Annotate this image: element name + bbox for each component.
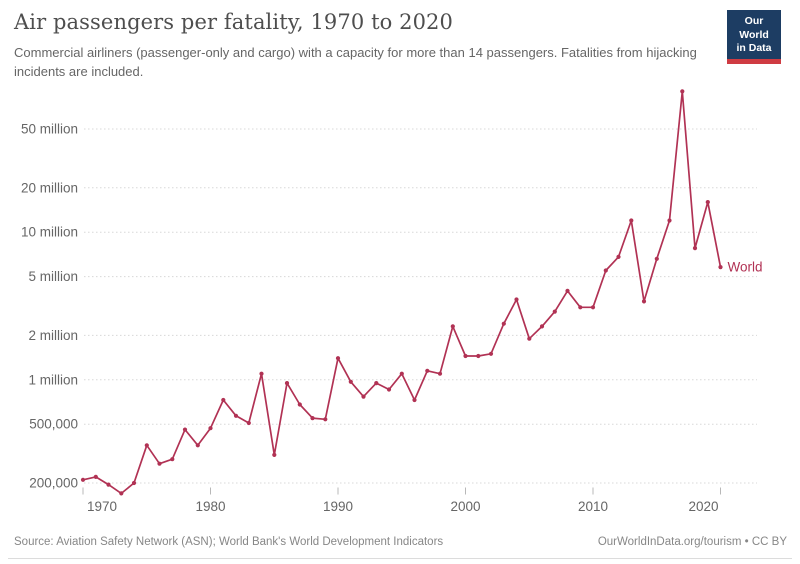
- data-point-marker[interactable]: [692, 246, 698, 251]
- data-point-marker[interactable]: [272, 452, 277, 457]
- data-point-marker[interactable]: [463, 353, 468, 359]
- y-axis-tick-label: 20 million: [21, 180, 78, 195]
- data-point-marker[interactable]: [654, 256, 659, 261]
- data-point-marker[interactable]: [323, 417, 328, 422]
- data-point-marker[interactable]: [208, 426, 213, 431]
- data-point-marker[interactable]: [348, 379, 353, 384]
- data-point-marker[interactable]: [476, 353, 481, 359]
- data-point-marker[interactable]: [386, 387, 392, 392]
- y-axis-tick-label: 10 million: [21, 225, 78, 240]
- data-point-marker[interactable]: [131, 480, 137, 486]
- owid-logo[interactable]: Our World in Data: [727, 10, 781, 64]
- data-point-marker[interactable]: [182, 427, 188, 432]
- chart-footer: Source: Aviation Safety Network (ASN); W…: [14, 536, 787, 548]
- data-point-marker[interactable]: [233, 413, 239, 418]
- license-link[interactable]: OurWorldInData.org/tourism • CC BY: [597, 536, 787, 548]
- data-point-marker[interactable]: [170, 457, 175, 462]
- data-point-marker[interactable]: [106, 482, 111, 487]
- data-point-marker[interactable]: [221, 397, 226, 403]
- data-point-marker[interactable]: [399, 371, 404, 376]
- data-point-marker[interactable]: [425, 368, 430, 373]
- chart-title: Air passengers per fatality, 1970 to 202…: [14, 10, 453, 34]
- data-point-marker[interactable]: [284, 381, 290, 386]
- data-point-marker[interactable]: [310, 416, 315, 421]
- data-point-marker[interactable]: [246, 420, 251, 426]
- source-note: Source: Aviation Safety Network (ASN); W…: [14, 536, 444, 548]
- data-point-marker[interactable]: [616, 254, 621, 259]
- chart-subtitle: Commercial airliners (passenger-only and…: [14, 45, 697, 79]
- data-point-marker[interactable]: [629, 218, 634, 223]
- data-point-marker[interactable]: [527, 336, 532, 341]
- x-axis-tick-label: 2000: [450, 499, 480, 514]
- data-point-marker[interactable]: [259, 371, 264, 376]
- y-axis-tick-label: 200,000: [29, 475, 78, 490]
- data-point-marker[interactable]: [680, 89, 685, 94]
- data-point-marker[interactable]: [578, 305, 583, 310]
- data-point-marker[interactable]: [488, 351, 494, 356]
- data-point-marker[interactable]: [412, 397, 417, 403]
- bottom-divider: [8, 558, 792, 559]
- y-axis-tick-label: 50 million: [21, 122, 78, 137]
- data-point-marker[interactable]: [565, 288, 570, 293]
- data-point-marker[interactable]: [539, 324, 545, 329]
- data-point-marker[interactable]: [603, 268, 608, 273]
- y-axis-tick-label: 1 million: [28, 372, 78, 387]
- data-point-marker[interactable]: [718, 265, 723, 270]
- x-axis-tick-label: 1990: [323, 499, 353, 514]
- data-point-marker[interactable]: [93, 474, 98, 479]
- y-axis-tick-label: 5 million: [28, 269, 78, 284]
- data-point-marker[interactable]: [501, 321, 506, 326]
- data-point-marker[interactable]: [705, 200, 710, 205]
- data-point-marker[interactable]: [374, 381, 379, 386]
- data-point-marker[interactable]: [119, 491, 124, 496]
- data-point-marker[interactable]: [297, 402, 302, 407]
- data-point-marker[interactable]: [552, 309, 557, 314]
- owid-logo-line1: Our World: [739, 15, 769, 41]
- owid-logo-line2: in Data: [736, 42, 772, 55]
- x-axis-tick-label: 2010: [578, 499, 608, 514]
- series-end-label: World: [728, 260, 763, 275]
- data-point-marker[interactable]: [157, 461, 162, 466]
- data-point-marker[interactable]: [144, 443, 149, 448]
- data-point-marker[interactable]: [667, 218, 672, 223]
- data-point-marker[interactable]: [514, 297, 519, 302]
- x-axis-tick-label: 1970: [87, 499, 117, 514]
- data-point-marker[interactable]: [335, 356, 341, 361]
- data-point-marker[interactable]: [437, 371, 443, 376]
- y-axis-tick-label: 2 million: [28, 328, 78, 343]
- x-axis-tick-label: 1980: [195, 499, 225, 514]
- data-point-marker[interactable]: [80, 477, 86, 482]
- data-point-marker[interactable]: [450, 324, 455, 329]
- data-point-marker[interactable]: [195, 443, 200, 448]
- data-point-marker[interactable]: [641, 299, 647, 304]
- y-axis-tick-label: 500,000: [29, 417, 78, 432]
- data-point-marker[interactable]: [361, 394, 366, 399]
- series-line-world[interactable]: [82, 90, 722, 495]
- data-point-marker[interactable]: [590, 305, 596, 310]
- x-axis-tick-label: 2020: [688, 499, 718, 514]
